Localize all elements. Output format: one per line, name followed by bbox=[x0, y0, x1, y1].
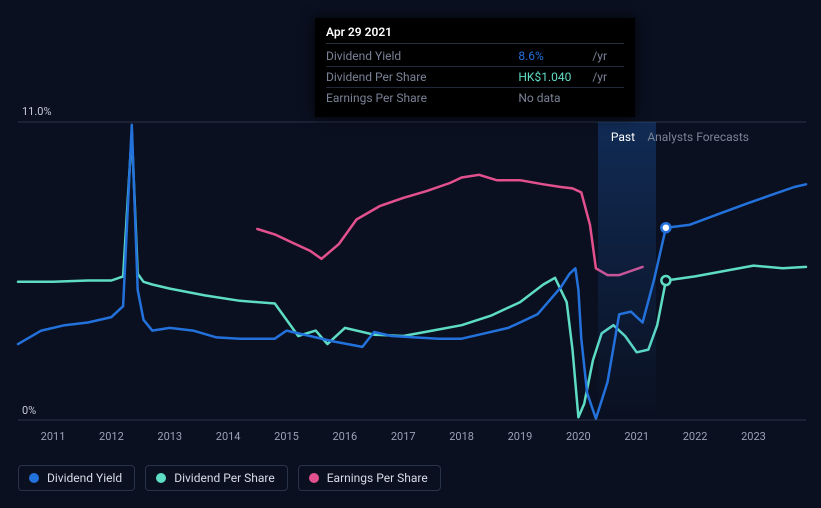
legend-dot-icon bbox=[156, 473, 166, 483]
x-axis-tick: 2012 bbox=[99, 430, 124, 443]
tooltip-row-label: Earnings Per Share bbox=[326, 88, 518, 109]
x-axis-tick: 2011 bbox=[41, 430, 66, 443]
legend-dot-icon bbox=[309, 473, 319, 483]
x-axis-tick: 2023 bbox=[741, 430, 766, 443]
x-axis-tick: 2017 bbox=[391, 430, 416, 443]
tab-forecasts[interactable]: Analysts Forecasts bbox=[647, 130, 749, 144]
x-axis-tick: 2021 bbox=[624, 430, 649, 443]
chart-tooltip: Apr 29 2021 Dividend Yield 8.6% /yr Divi… bbox=[315, 18, 635, 117]
tooltip-row: Dividend Yield 8.6% /yr bbox=[326, 46, 624, 67]
x-axis-tick: 2015 bbox=[274, 430, 299, 443]
tooltip-row-suffix bbox=[588, 88, 624, 109]
legend-item[interactable]: Dividend Per Share bbox=[145, 465, 288, 491]
x-axis-tick: 2013 bbox=[157, 430, 182, 443]
legend-item-label: Earnings Per Share bbox=[327, 471, 428, 485]
legend-item-label: Dividend Per Share bbox=[174, 471, 275, 485]
legend-item[interactable]: Earnings Per Share bbox=[298, 465, 441, 491]
tooltip-row-label: Dividend Per Share bbox=[326, 67, 518, 88]
tooltip-row-suffix: /yr bbox=[588, 67, 624, 88]
legend-dot-icon bbox=[29, 473, 39, 483]
tooltip-row: Dividend Per Share HK$1.040 /yr bbox=[326, 67, 624, 88]
tooltip-row-value: HK$1.040 bbox=[518, 67, 588, 88]
legend-item[interactable]: Dividend Yield bbox=[18, 465, 135, 491]
x-axis-tick: 2018 bbox=[449, 430, 474, 443]
tooltip-row-value: No data bbox=[518, 88, 588, 109]
tab-past[interactable]: Past bbox=[611, 130, 635, 144]
dividend-chart: 11.0% 0% 2011 2012 2013 2014 2015 2016 2017 201… bbox=[0, 0, 821, 508]
tooltip-date: Apr 29 2021 bbox=[326, 25, 624, 44]
x-axis-tick: 2022 bbox=[683, 430, 708, 443]
x-axis-tick: 2014 bbox=[216, 430, 241, 443]
x-axis-tick: 2020 bbox=[566, 430, 591, 443]
tooltip-row-value: 8.6% bbox=[518, 46, 588, 67]
tooltip-row-suffix: /yr bbox=[588, 46, 624, 67]
tooltip-row: Earnings Per Share No data bbox=[326, 88, 624, 109]
y-axis-min-label: 0% bbox=[22, 404, 36, 417]
y-axis-max-label: 11.0% bbox=[22, 105, 52, 118]
x-axis-tick: 2019 bbox=[508, 430, 533, 443]
tooltip-row-label: Dividend Yield bbox=[326, 46, 518, 67]
legend-item-label: Dividend Yield bbox=[47, 471, 122, 485]
chart-legend: Dividend Yield Dividend Per Share Earnings… bbox=[18, 465, 441, 491]
x-axis-tick: 2016 bbox=[332, 430, 357, 443]
